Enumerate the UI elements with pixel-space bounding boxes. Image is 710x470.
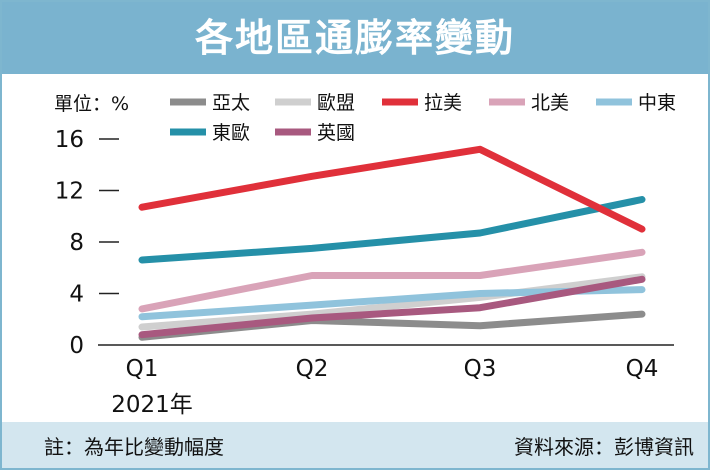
x-tick-label: Q3: [464, 356, 497, 382]
x-tick-label: Q2: [296, 356, 329, 382]
series-line-3: [138, 248, 646, 313]
legend-label: 亞太: [212, 92, 250, 114]
legend-label: 東歐: [212, 122, 250, 144]
y-tick-label: 8: [69, 230, 84, 256]
legend-label: 中東: [638, 92, 676, 114]
legend-label: 英國: [317, 122, 355, 144]
series-line-1: [138, 273, 646, 331]
chart-title: 各地區通膨率變動: [2, 2, 708, 74]
series-line-2: [138, 145, 646, 233]
x-year-label: 2021年: [111, 392, 193, 418]
x-tick-label: Q1: [126, 356, 159, 382]
legend-label: 歐盟: [317, 92, 355, 114]
y-tick-label: 4: [69, 282, 84, 308]
y-tick-label: 12: [55, 179, 84, 205]
footnote: 註：為年比變動幅度: [44, 435, 224, 459]
y-tick-label: 16: [55, 127, 84, 153]
y-tick-label: 0: [69, 333, 84, 359]
unit-label: 單位：%: [54, 93, 130, 115]
legend-label: 北美: [531, 92, 569, 114]
series-line-6: [138, 275, 646, 339]
series-line-5: [138, 196, 646, 264]
x-tick-label: Q4: [626, 356, 659, 382]
footer-bar: 註：為年比變動幅度 資料來源：彭博資訊: [2, 422, 708, 468]
legend-label: 拉美: [424, 92, 462, 114]
source-credit: 資料來源：彭博資訊: [514, 435, 694, 459]
